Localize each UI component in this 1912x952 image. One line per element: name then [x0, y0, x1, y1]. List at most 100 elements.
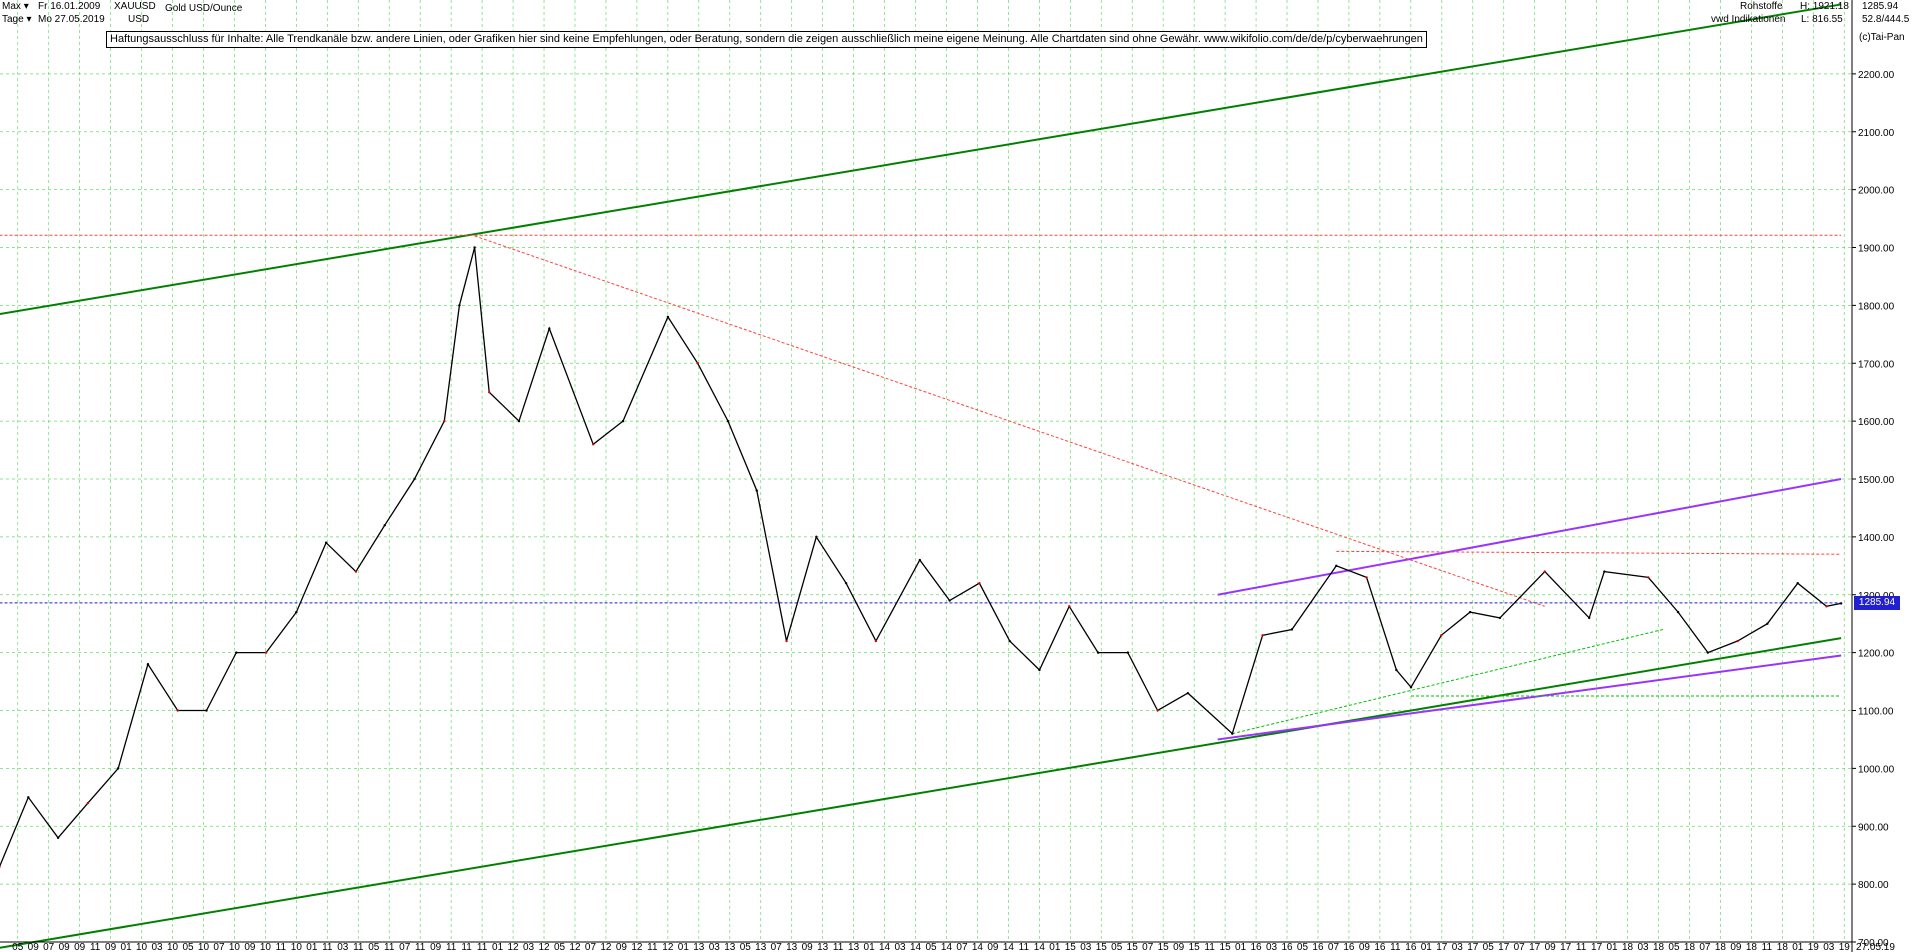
x-tick-label: 13: [724, 942, 736, 952]
x-tick-label: 03: [894, 942, 906, 952]
x-tick-label: 09: [1359, 942, 1371, 952]
price-point: [874, 639, 878, 643]
high-label: H: 1921.18: [1800, 1, 1849, 12]
x-tick-label: 09: [1173, 942, 1185, 952]
x-tick-label: 10: [198, 942, 210, 952]
x-tick-label: 01: [492, 942, 504, 952]
x-tick-label: 05: [368, 942, 380, 952]
x-tick-label: 13: [755, 942, 767, 952]
x-end-label: 27.05.19: [1856, 942, 1895, 952]
x-tick-label: 10: [136, 942, 148, 952]
x-tick-label: 12: [600, 942, 612, 952]
chevron-down-icon: ▾: [26, 14, 32, 25]
price-point: [1290, 628, 1294, 631]
x-tick-label: 14: [941, 942, 953, 952]
x-tick-label: 01: [1235, 942, 1247, 952]
x-tick-label: 11: [1019, 942, 1030, 952]
price-point: [666, 315, 670, 319]
price-point: [458, 304, 461, 307]
price-point: [1409, 686, 1413, 689]
x-tick-label: 01: [1049, 942, 1061, 952]
x-tick-label: 03: [1080, 942, 1092, 952]
price-point: [264, 651, 268, 654]
x-tick-label: 17: [1591, 942, 1603, 952]
x-tick-label: 05: [182, 942, 194, 952]
price-point: [1796, 581, 1799, 585]
x-tick-label: 11: [276, 942, 287, 952]
price-point: [1588, 616, 1591, 620]
x-tick-label: 05: [1483, 942, 1495, 952]
interval-mode-label: Tage: [2, 14, 24, 25]
x-tick-label: 09: [1545, 942, 1557, 952]
instrument-name: Gold USD/Ounce: [165, 3, 243, 14]
x-tick-label: 11: [1762, 942, 1773, 952]
interval-mode-dropdown[interactable]: Tage ▾: [2, 14, 32, 26]
price-point: [86, 801, 90, 805]
y-tick-label: 700.00: [1858, 938, 1889, 949]
x-tick-label: 11: [353, 942, 364, 952]
x-tick-label: 17: [1498, 942, 1510, 952]
x-tick-label: 18: [1746, 942, 1758, 952]
x-tick-label: 09: [74, 942, 86, 952]
x-tick-label: 19: [1808, 942, 1820, 952]
x-tick-label: 18: [1653, 942, 1665, 952]
last-value: 1285.94: [1862, 1, 1899, 12]
price-point: [176, 709, 179, 712]
x-tick-label: 12: [508, 942, 520, 952]
price-point: [1335, 564, 1338, 568]
x-tick-label: 07: [399, 942, 411, 952]
x-tick-label: 05: [740, 942, 752, 952]
x-tick-label: 01: [864, 942, 876, 952]
price-point: [948, 599, 951, 602]
price-point: [1825, 605, 1828, 608]
price-point: [1440, 634, 1443, 637]
x-tick-label: 15: [1065, 942, 1077, 952]
price-point: [1261, 634, 1264, 637]
price-point: [592, 443, 595, 446]
price-point: [1186, 691, 1190, 695]
price-point: [0, 865, 1, 868]
price-point: [1096, 651, 1100, 654]
price-point: [548, 327, 551, 330]
y-tick-label: 1700.00: [1858, 359, 1895, 370]
x-tick-label: 15: [1127, 942, 1139, 952]
y-tick-label: 2200.00: [1858, 70, 1895, 81]
y-tick-label: 1800.00: [1858, 301, 1895, 312]
x-tick-label: 12: [662, 942, 674, 952]
x-tick-label: 17: [1529, 942, 1541, 952]
copyright: (c)Tai-Pan: [1859, 32, 1905, 43]
x-tick-label: 15: [1220, 942, 1232, 952]
x-tick-label: 01: [1607, 942, 1619, 952]
trendlines: [0, 3, 1842, 949]
price-point: [1008, 639, 1011, 643]
price-point: [1706, 651, 1710, 654]
x-tick-label: 05: [554, 942, 566, 952]
price-series-line: [0, 247, 1842, 868]
x-tick-label: 11: [477, 942, 488, 952]
x-tick-label: 19: [1839, 942, 1851, 952]
low-label: L: 816.55: [1801, 14, 1843, 25]
x-tick-label: 01: [306, 942, 318, 952]
x-tick-label: 09: [987, 942, 999, 952]
x-tick-label: 13: [693, 942, 705, 952]
range-mode-dropdown[interactable]: Max ▾: [2, 1, 29, 13]
x-tick-label: 11: [446, 942, 457, 952]
price-point: [295, 610, 298, 614]
price-point: [918, 558, 922, 562]
disclaimer-box: Haftungsausschluss für Inhalte: Alle Tre…: [106, 31, 1427, 48]
price-point: [1498, 616, 1502, 620]
x-tick-label: 17: [1467, 942, 1479, 952]
x-tick-label: 14: [1003, 942, 1015, 952]
y-tick-label: 2000.00: [1858, 186, 1895, 197]
x-tick-label: 03: [151, 942, 163, 952]
price-point: [146, 663, 150, 666]
x-tick-label: 01: [121, 942, 133, 952]
x-tick-label: 18: [1622, 942, 1634, 952]
x-tick-label: 07: [585, 942, 597, 952]
price-point: [1156, 709, 1159, 712]
price-point: [235, 651, 238, 654]
x-tick-label: 05: [1111, 942, 1123, 952]
price-point: [1231, 732, 1234, 735]
x-tick-label: 16: [1405, 942, 1417, 952]
